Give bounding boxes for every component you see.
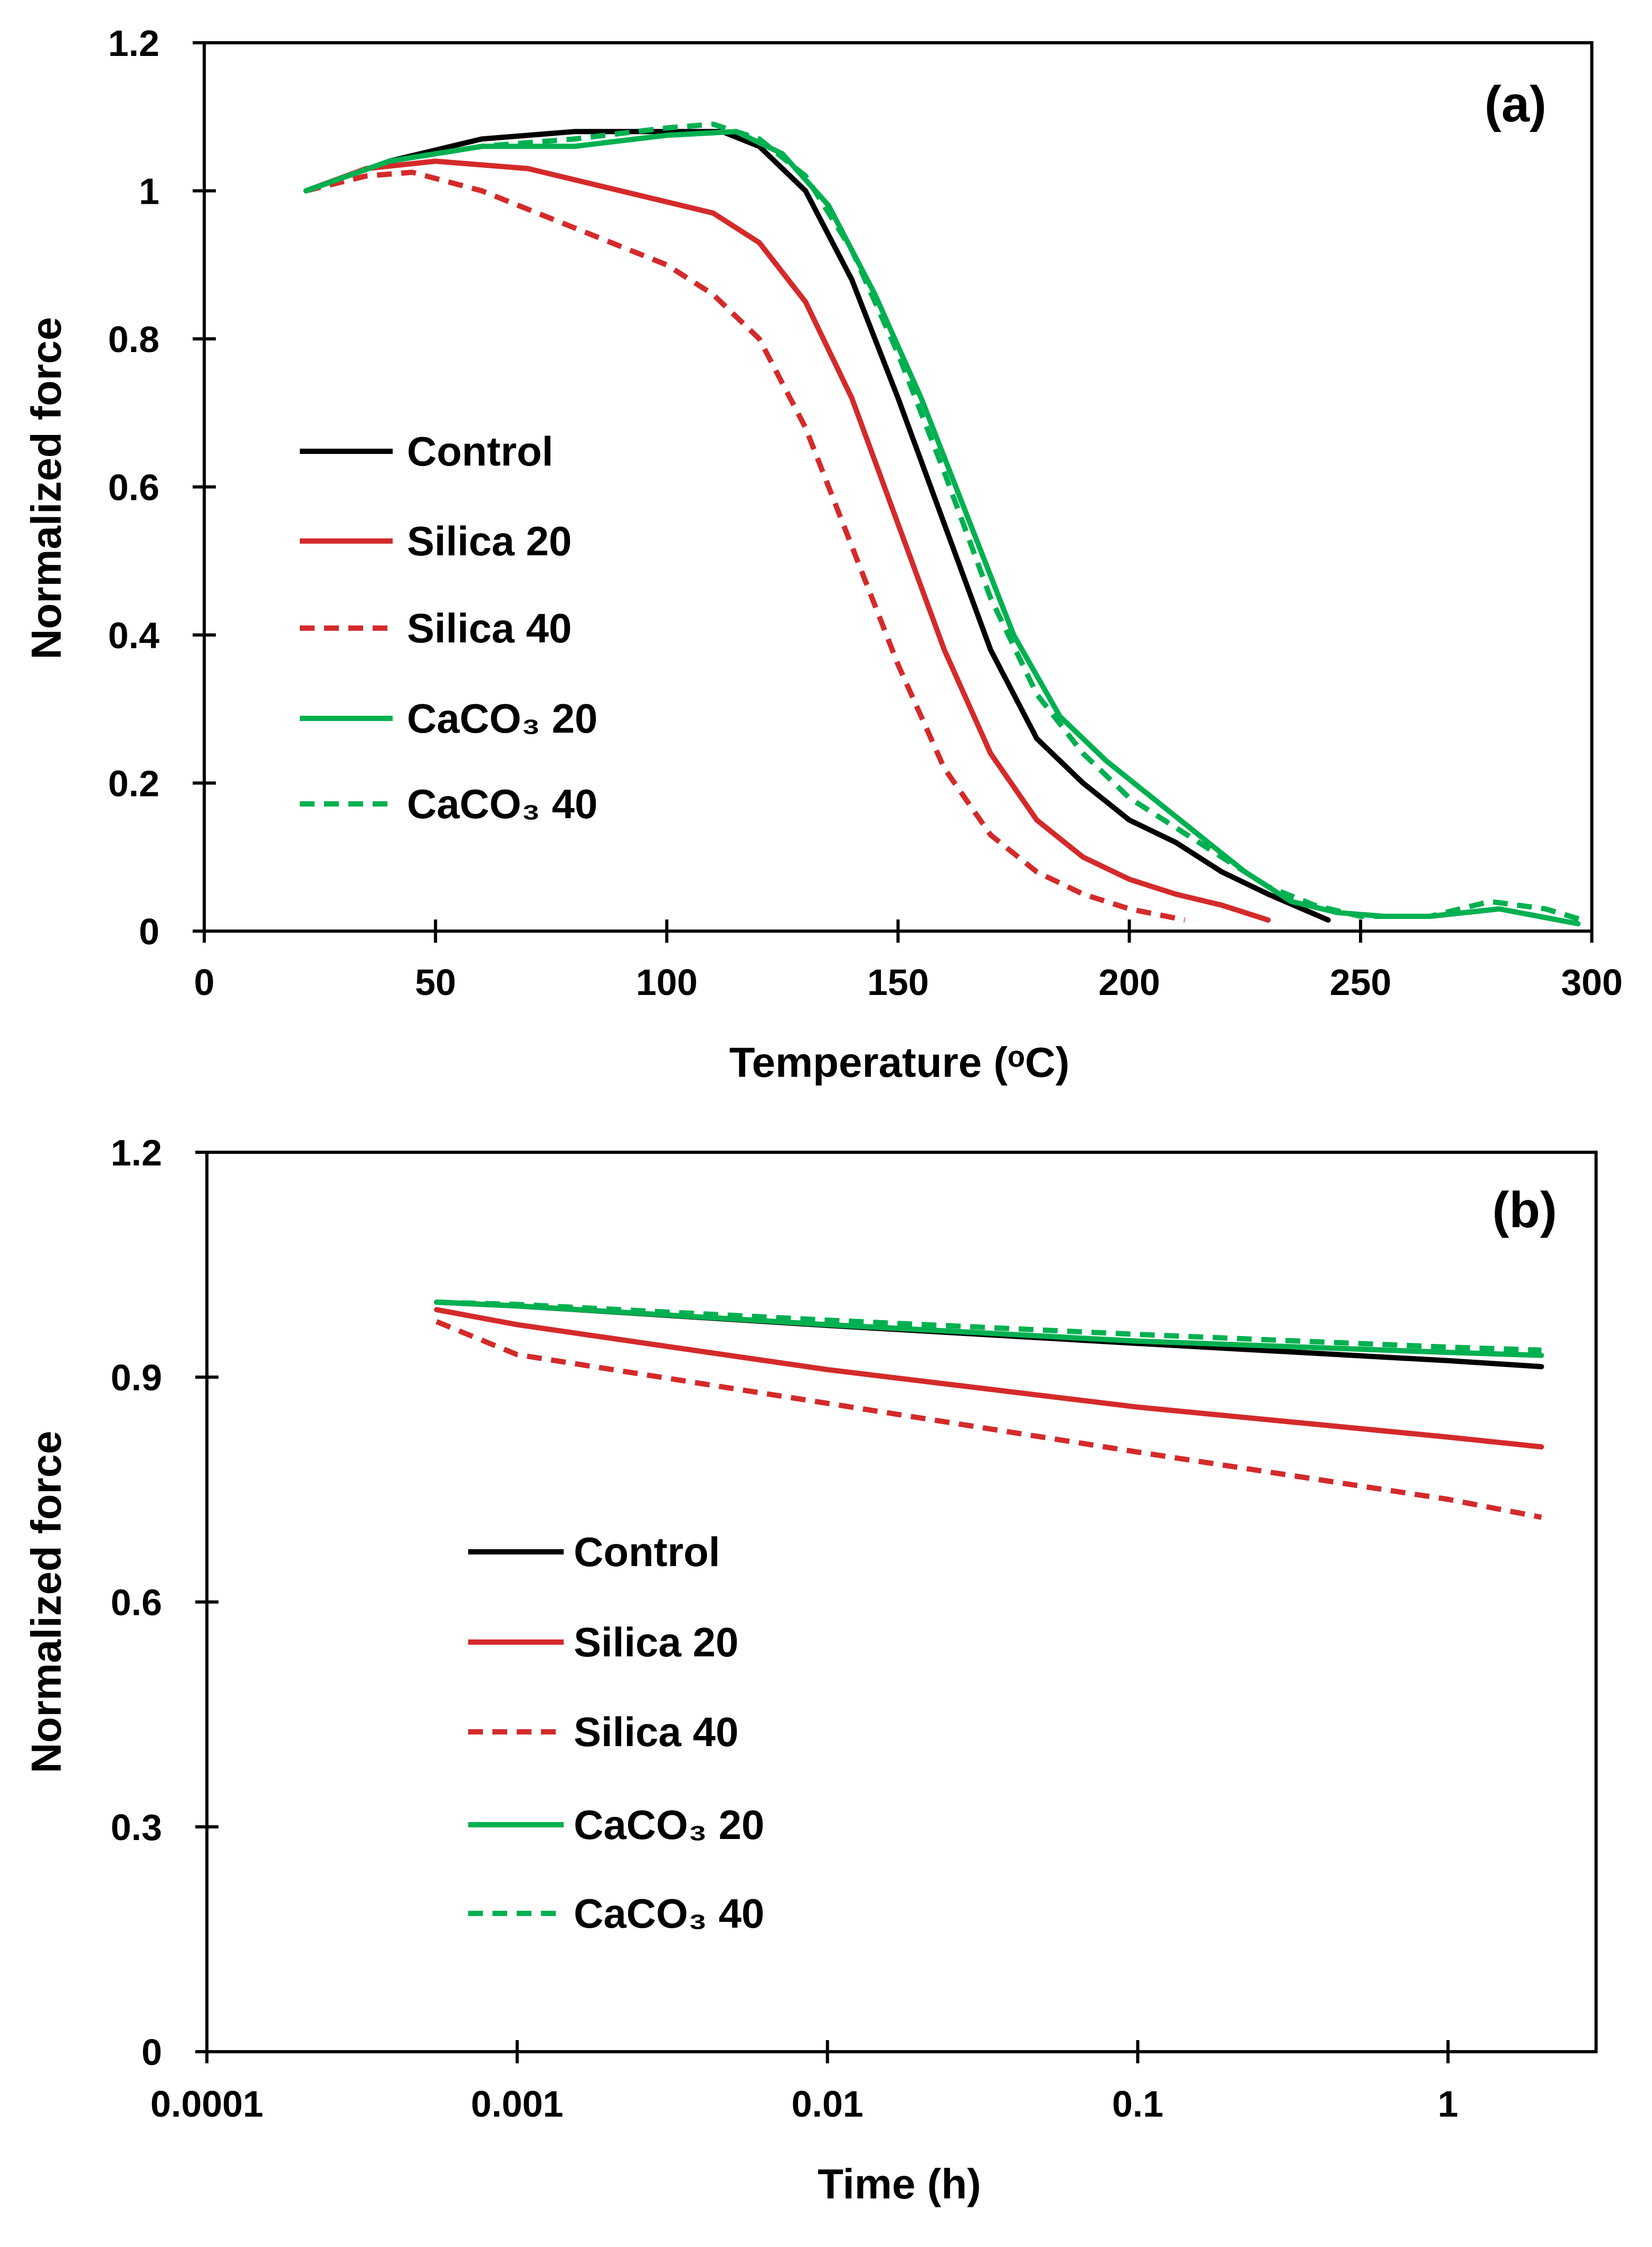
series-line-silica-40 xyxy=(435,1319,1542,1520)
series-line-silica-20 xyxy=(434,1307,1544,1450)
y-tick-label: 0 xyxy=(139,911,159,952)
legend-label: Silica 20 xyxy=(407,518,572,564)
x-tick-label: 0.0001 xyxy=(150,2083,263,2125)
legend-label: Silica 20 xyxy=(574,1619,738,1665)
x-tick-label: 300 xyxy=(1561,962,1623,1003)
x-tick-label: 0.001 xyxy=(471,2083,563,2125)
panel-b-label: (b) xyxy=(1492,1182,1557,1238)
legend-label: Silica 40 xyxy=(574,1709,738,1755)
y-tick-label: 0.6 xyxy=(111,1582,162,1623)
legend-label: CaCO₃ 40 xyxy=(574,1890,764,1937)
series-line-silica-20 xyxy=(303,158,1271,923)
y-tick-label: 1.2 xyxy=(108,23,159,64)
panel-b-time-chart: (b) Time (h) Normalized force 0 0.3 0.6 0.9… xyxy=(23,1132,1598,2207)
plot-frame xyxy=(205,1151,1598,2053)
x-tick-label: 0 xyxy=(194,962,215,1003)
panel-a-temperature-chart: (a) Temperature (ᵒC) Normalized force 00… xyxy=(23,23,1622,1086)
legend-label: CaCO₃ 20 xyxy=(407,695,597,742)
panel-b-x-axis-title: Time (h) xyxy=(818,2160,981,2207)
y-tick-label: 1 xyxy=(139,171,159,212)
x-tick-label: 150 xyxy=(867,962,929,1003)
x-tick-label: 0.1 xyxy=(1112,2083,1163,2125)
x-tick-label: 100 xyxy=(636,962,698,1003)
y-tick-label: 0 xyxy=(141,2032,162,2073)
y-tick-label: 0.2 xyxy=(108,763,159,804)
y-tick-label: 0.6 xyxy=(108,467,159,508)
x-tick-label: 1 xyxy=(1438,2083,1458,2125)
panel-a-x-axis-title: Temperature (ᵒC) xyxy=(729,1039,1070,1086)
x-tick-label: 250 xyxy=(1330,962,1391,1003)
y-tick-label: 0.8 xyxy=(108,319,159,360)
panel-b-y-axis-title: Normalized force xyxy=(23,1430,70,1773)
legend-label: Silica 40 xyxy=(407,605,572,651)
panel-a-y-axis-title: Normalized force xyxy=(23,317,70,659)
legend-label: CaCO₃ 20 xyxy=(574,1802,764,1848)
y-tick-label: 0.4 xyxy=(108,615,159,656)
legend-label: Control xyxy=(407,428,553,475)
series-line-caco-40 xyxy=(436,1300,1542,1353)
legend-label: Control xyxy=(574,1529,720,1575)
y-tick-label: 0.3 xyxy=(111,1807,162,1848)
series-line-silica-40 xyxy=(305,169,1185,923)
x-tick-label: 200 xyxy=(1098,962,1160,1003)
x-tick-label: 0.01 xyxy=(792,2083,863,2125)
series-line-caco-40 xyxy=(305,121,1583,923)
series-line-control xyxy=(303,129,1331,923)
x-tick-label: 50 xyxy=(415,962,456,1003)
panel-a-label: (a) xyxy=(1485,76,1546,132)
y-tick-label: 0.9 xyxy=(111,1357,162,1398)
legend-label: CaCO₃ 40 xyxy=(407,781,597,827)
series-line-caco-20 xyxy=(434,1300,1544,1358)
y-tick-label: 1.2 xyxy=(111,1132,162,1173)
